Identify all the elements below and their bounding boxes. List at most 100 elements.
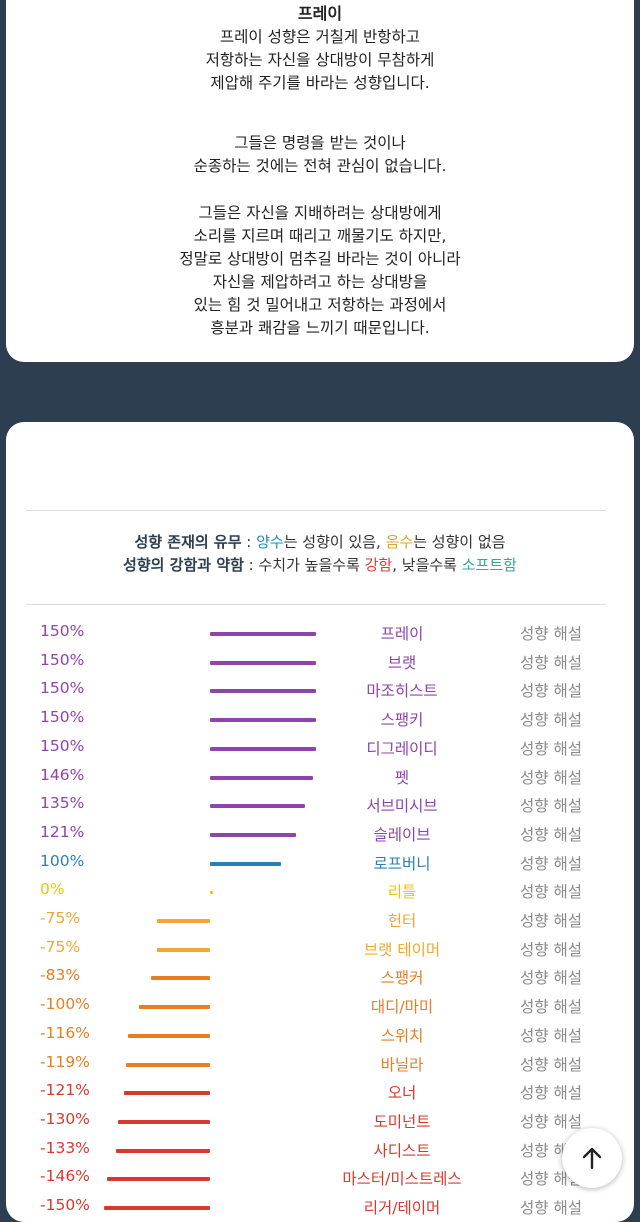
description-line: 순종하는 것에는 전혀 관심이 없습니다. — [193, 157, 447, 175]
description-line: 저항하는 자신을 상대방이 무참하게 — [205, 51, 435, 69]
trait-explanation-link[interactable]: 성향 해설 — [520, 1026, 582, 1045]
trait-row: 150% 스팽키 성향 해설 — [6, 704, 634, 733]
trait-name-link[interactable]: 리틀 — [387, 883, 417, 902]
trait-percent: 100% — [40, 851, 85, 870]
trait-name-link[interactable]: 프레이 — [380, 625, 424, 643]
trait-explanation-link[interactable]: 성향 해설 — [520, 711, 582, 730]
trait-bar — [210, 861, 281, 866]
trait-bar — [210, 891, 213, 895]
trait-bar — [104, 1206, 210, 1210]
trait-name-link[interactable]: 브랫 — [387, 653, 417, 672]
trait-name-link[interactable]: 브랫 테이머 — [363, 940, 441, 959]
trait-name-link[interactable]: 서브미시브 — [366, 797, 438, 816]
trait-explanation-link[interactable]: 성향 해설 — [520, 825, 582, 844]
trait-percent: 121% — [40, 822, 85, 841]
trait-percent: -121% — [40, 1081, 90, 1100]
trait-percent: 0% — [40, 880, 65, 899]
trait-bar — [210, 804, 306, 809]
legend-strong: 강함 — [364, 556, 393, 574]
scroll-to-top-button[interactable] — [562, 1128, 622, 1188]
trait-percent: 150% — [40, 622, 85, 640]
description-line: 흥분과 쾌감을 느끼기 때문입니다. — [210, 319, 430, 337]
trait-explanation-link[interactable]: 성향 해설 — [520, 912, 582, 930]
trait-name-link[interactable]: 스팽키 — [380, 711, 424, 730]
trait-percent: 150% — [40, 708, 85, 727]
trait-title: 프레이 — [297, 4, 343, 23]
trait-bar — [210, 775, 314, 780]
trait-explanation-link[interactable]: 성향 해설 — [520, 998, 582, 1017]
trait-percent: -75% — [40, 937, 81, 956]
legend-line-existence: 성향 존재의 유무 : 양수는 성향이 있음, 음수는 성향이 없음 — [6, 531, 634, 554]
divider — [26, 510, 606, 511]
trait-name-link[interactable]: 펫 — [394, 768, 410, 787]
description-line: 그들은 자신을 지배하려는 상대방에게 — [198, 204, 442, 222]
trait-explanation-link[interactable]: 성향 해설 — [520, 1112, 582, 1131]
trait-bar — [118, 1119, 210, 1124]
trait-row: 0% 리틀 성향 해설 — [6, 876, 634, 905]
divider — [26, 604, 606, 605]
description-line: 자신을 제압하려고 하는 상대방을 — [212, 273, 428, 291]
trait-explanation-link[interactable]: 성향 해설 — [520, 854, 582, 873]
trait-name-link[interactable]: 헌터 — [387, 912, 417, 930]
trait-bar — [128, 1033, 210, 1038]
trait-row: -130% 도미넌트 성향 해설 — [6, 1106, 634, 1135]
legend-separator: : — [243, 556, 259, 574]
trait-explanation-link[interactable]: 성향 해설 — [520, 768, 582, 787]
trait-explanation-link[interactable]: 성향 해설 — [520, 1084, 582, 1103]
legend-text: , 낮을수록 — [392, 556, 462, 574]
trait-percent: -116% — [40, 1023, 90, 1042]
trait-bar — [157, 947, 210, 952]
legend-soft: 소프트함 — [461, 556, 517, 574]
trait-row: 135% 서브미시브 성향 해설 — [6, 790, 634, 819]
legend-separator: : — [241, 533, 257, 551]
trait-name-link[interactable]: 오너 — [387, 1084, 417, 1103]
legend-label: 성향 존재의 유무 — [134, 533, 242, 551]
legend-negative: 음수 — [385, 533, 414, 551]
trait-bar — [151, 976, 210, 981]
trait-explanation-link[interactable]: 성향 해설 — [520, 1199, 582, 1217]
trait-bar — [106, 1177, 210, 1182]
trait-explanation-link[interactable]: 성향 해설 — [520, 969, 582, 988]
trait-name-link[interactable]: 바닐라 — [380, 1055, 424, 1074]
trait-name-link[interactable]: 마조히스트 — [366, 682, 438, 701]
trait-name-link[interactable]: 스위치 — [380, 1026, 424, 1045]
trait-bar — [210, 660, 316, 665]
trait-percent: -133% — [40, 1138, 90, 1157]
trait-percent: 146% — [40, 765, 85, 784]
trait-explanation-link[interactable]: 성향 해설 — [520, 625, 582, 643]
trait-explanation-link[interactable]: 성향 해설 — [520, 797, 582, 816]
trait-explanation-link[interactable]: 성향 해설 — [520, 739, 582, 758]
trait-name-link[interactable]: 슬레이브 — [373, 825, 431, 844]
trait-explanation-link[interactable]: 성향 해설 — [520, 883, 582, 902]
trait-row: -75% 헌터 성향 해설 — [6, 905, 634, 934]
trait-bar — [124, 1091, 210, 1096]
description-card: 프레이 프레이 성향은 거칠게 반항하고 저항하는 자신을 상대방이 무참하게 … — [6, 0, 634, 362]
description-line: 있는 힘 것 밀어내고 저항하는 과정에서 — [193, 296, 447, 314]
trait-explanation-link[interactable]: 성향 해설 — [520, 1055, 582, 1074]
description-line: 그들은 명령을 받는 것이나 — [234, 134, 406, 152]
trait-name-link[interactable]: 대디/마미 — [370, 998, 434, 1017]
trait-row: -100% 대디/마미 성향 해설 — [6, 991, 634, 1020]
trait-bar — [210, 718, 316, 723]
legend-label: 성향의 강함과 약함 — [123, 556, 244, 574]
trait-explanation-link[interactable]: 성향 해설 — [520, 682, 582, 701]
trait-explanation-link[interactable]: 성향 해설 — [520, 940, 582, 959]
trait-name-link[interactable]: 로프버니 — [373, 854, 431, 873]
trait-name-link[interactable]: 디그레이디 — [366, 739, 438, 758]
legend-positive: 양수 — [256, 533, 284, 551]
trait-row: 100% 로프버니 성향 해설 — [6, 848, 634, 877]
trait-name-link[interactable]: 도미넌트 — [373, 1112, 431, 1131]
trait-row: -133% 사디스트 성향 해설 — [6, 1135, 634, 1164]
trait-name-link[interactable]: 마스터/미스트레스 — [342, 1170, 462, 1189]
trait-name-link[interactable]: 스팽커 — [380, 969, 424, 988]
description-line: 프레이 성향은 거칠게 반항하고 — [219, 28, 421, 46]
trait-row: 150% 마조히스트 성향 해설 — [6, 675, 634, 704]
trait-name-link[interactable]: 리거/테이머 — [363, 1199, 441, 1217]
trait-results-card: 성향 존재의 유무 : 양수는 성향이 있음, 음수는 성향이 없음 성향의 강… — [6, 422, 634, 1222]
trait-percent: -146% — [40, 1167, 90, 1186]
trait-name-link[interactable]: 사디스트 — [373, 1141, 431, 1160]
trait-row: -146% 마스터/미스트레스 성향 해설 — [6, 1163, 634, 1192]
description-line: 소리를 지르며 때리고 깨물기도 하지만, — [193, 227, 447, 245]
trait-percent: -130% — [40, 1109, 90, 1128]
trait-explanation-link[interactable]: 성향 해설 — [520, 653, 582, 672]
